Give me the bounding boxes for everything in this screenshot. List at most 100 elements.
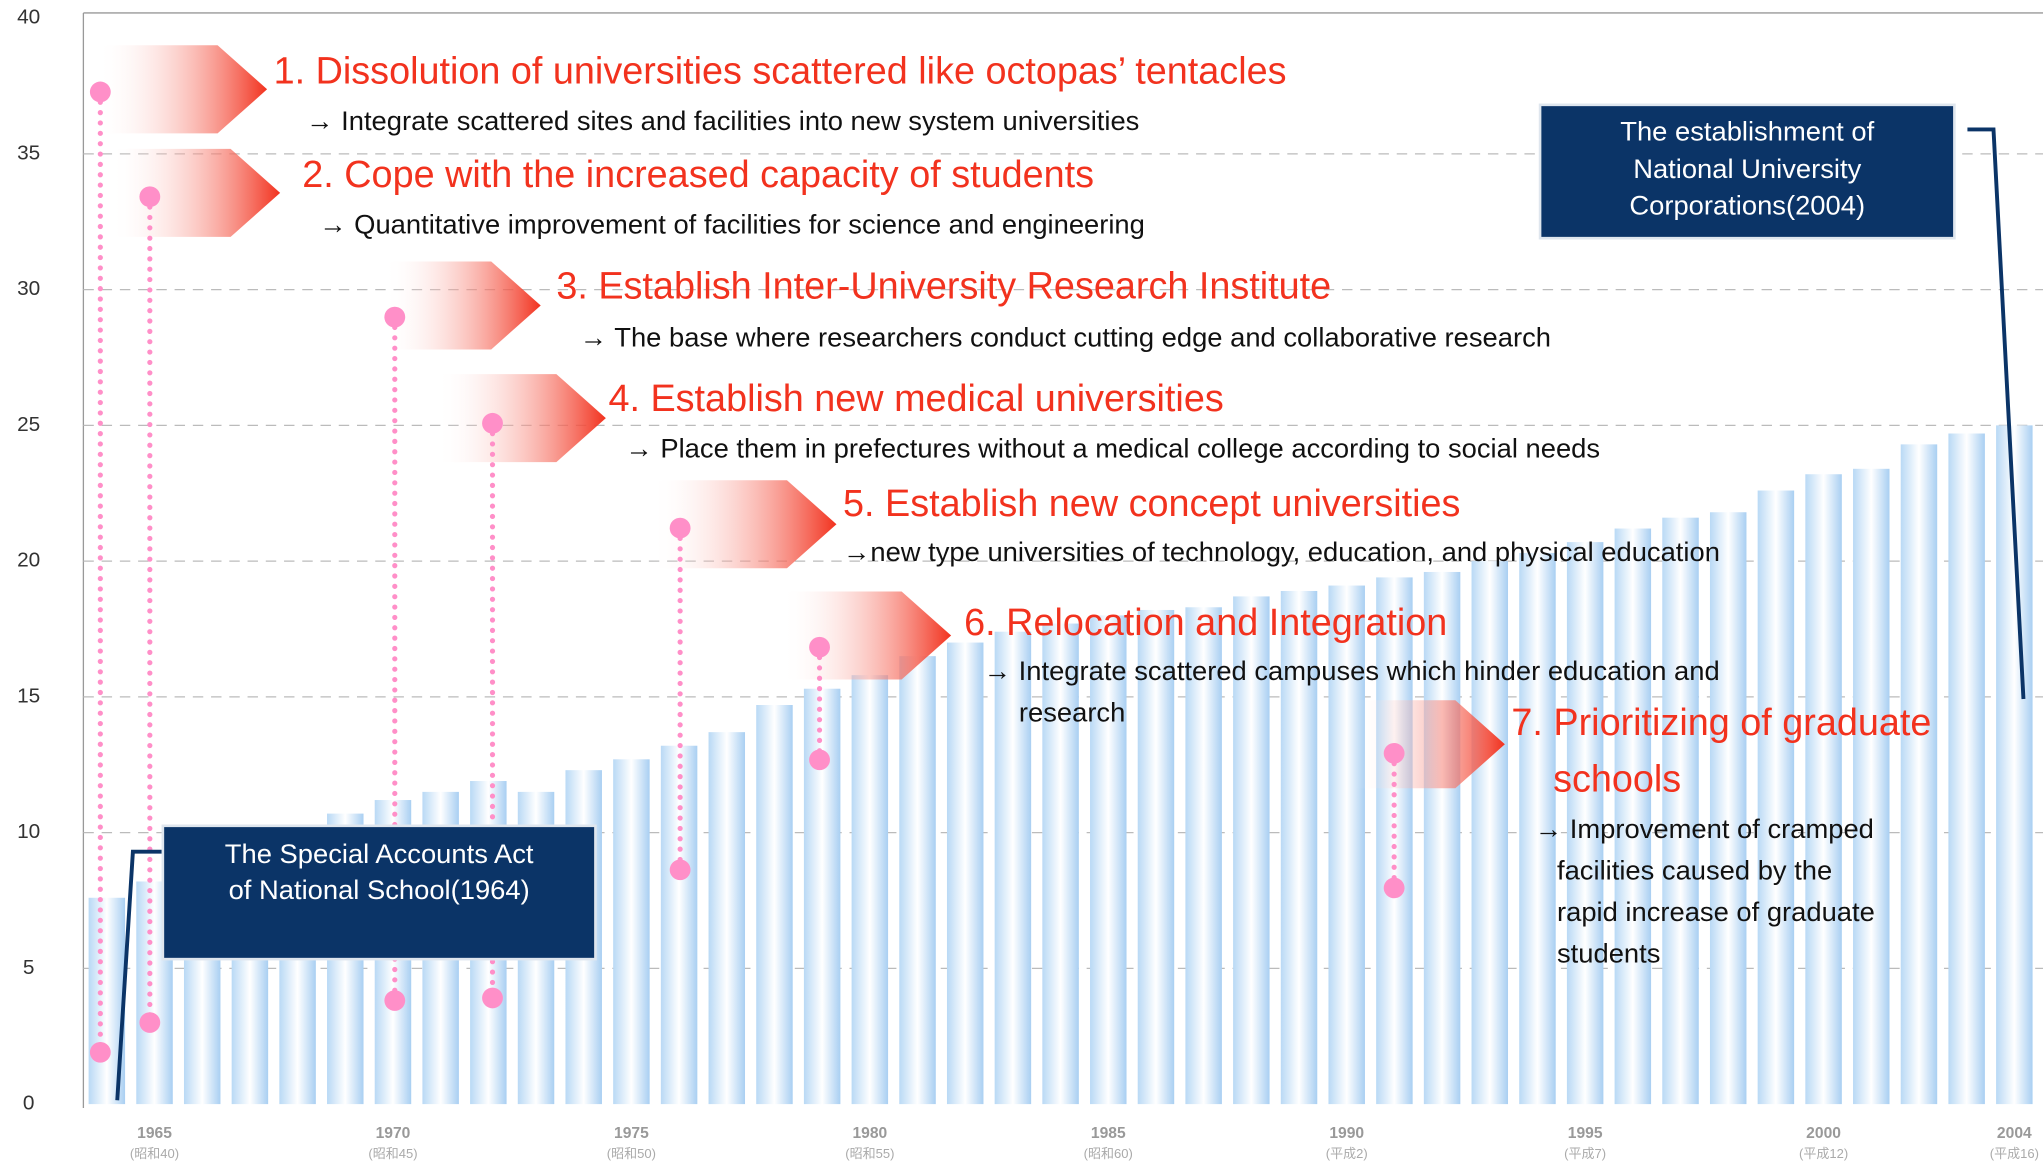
annotation-text: students xyxy=(1557,938,1660,969)
arrow xyxy=(781,591,952,680)
y-tick-label: 0 xyxy=(23,1092,35,1115)
note-text: of National School(1964) xyxy=(229,874,530,905)
x-tick-sublabel: (昭和55) xyxy=(845,1146,894,1161)
annotation-title: 2. Cope with the increased capacity of s… xyxy=(302,153,1094,195)
bar xyxy=(1137,609,1175,1105)
x-tick-sublabel: (平成16) xyxy=(1990,1146,2039,1161)
bar xyxy=(1185,607,1222,1105)
y-tick-label: 35 xyxy=(17,141,40,164)
y-tick-label: 10 xyxy=(17,820,40,843)
note-text: The Special Accounts Act xyxy=(225,838,534,869)
bar xyxy=(1376,577,1413,1105)
note-text: The establishment of xyxy=(1620,116,1874,147)
x-tick-sublabel: (昭和60) xyxy=(1084,1146,1133,1161)
dot xyxy=(482,987,503,1009)
x-tick-label: 2004 xyxy=(1997,1125,2032,1142)
x-tick-sublabel: (平成12) xyxy=(1799,1146,1848,1161)
annotation-title: 3. Establish Inter-University Research I… xyxy=(556,265,1331,307)
bar xyxy=(1948,433,1985,1105)
annotation-text: → Integrate scattered campuses which hin… xyxy=(984,655,1720,686)
y-tick-label: 40 xyxy=(17,6,40,29)
x-tick-sublabel: (平成2) xyxy=(1326,1146,1368,1161)
bar xyxy=(1757,490,1795,1105)
bar xyxy=(613,759,650,1105)
annotation-title: 4. Establish new medical universities xyxy=(608,377,1223,419)
x-tick-label: 1980 xyxy=(852,1125,887,1142)
y-tick-label: 5 xyxy=(23,956,35,979)
y-tick-label: 25 xyxy=(17,413,40,436)
bar xyxy=(1614,528,1652,1105)
bar xyxy=(946,642,984,1105)
bar xyxy=(1709,512,1747,1105)
dot xyxy=(384,306,406,328)
bar xyxy=(1805,474,1842,1105)
bar xyxy=(994,631,1032,1105)
dot xyxy=(139,186,161,208)
bar xyxy=(1900,444,1938,1105)
annotation-text: → Improvement of cramped xyxy=(1535,813,1874,844)
bar xyxy=(1471,561,1509,1105)
annotation-text: →new type universities of technology, ed… xyxy=(843,536,1720,567)
bar xyxy=(1423,571,1461,1105)
annotation-text: → Integrate scattered sites and faciliti… xyxy=(306,105,1139,136)
arrow xyxy=(384,261,541,350)
dot xyxy=(89,1041,111,1063)
x-tick-label: 2000 xyxy=(1806,1125,1841,1142)
note-box xyxy=(1538,103,1956,240)
arrow xyxy=(1355,700,1505,789)
bar xyxy=(1328,585,1365,1105)
dot xyxy=(1383,877,1405,899)
dot xyxy=(139,1012,161,1033)
arrow xyxy=(651,480,837,569)
x-tick-sublabel: (昭和40) xyxy=(130,1146,179,1161)
bar xyxy=(1853,468,1890,1105)
note-box xyxy=(161,824,597,961)
bar xyxy=(899,656,936,1105)
arrow xyxy=(436,374,606,463)
dot xyxy=(669,859,691,881)
dot xyxy=(1383,742,1405,764)
bar xyxy=(1566,542,1604,1105)
note-text: National University xyxy=(1633,153,1861,184)
x-tick-label: 1965 xyxy=(137,1125,172,1142)
x-tick-sublabel: (昭和50) xyxy=(607,1146,656,1161)
x-tick-label: 1975 xyxy=(614,1125,649,1142)
note-text: Corporations(2004) xyxy=(1629,189,1865,220)
annotation-title: 7. Prioritizing of graduate xyxy=(1511,701,1931,743)
bar xyxy=(1042,623,1079,1105)
bar xyxy=(1233,596,1270,1105)
y-tick-label: 15 xyxy=(17,684,40,707)
x-tick-label: 1995 xyxy=(1568,1125,1603,1142)
annotation-title: 5. Establish new concept universities xyxy=(843,482,1460,524)
connector xyxy=(1967,127,2026,700)
dot xyxy=(669,517,691,539)
bar xyxy=(756,705,793,1105)
bar xyxy=(1280,590,1318,1105)
bar xyxy=(851,675,889,1105)
dot xyxy=(809,749,830,771)
x-tick-label: 1990 xyxy=(1329,1125,1364,1142)
dot xyxy=(482,412,503,434)
bar xyxy=(1090,615,1127,1105)
dot xyxy=(809,636,830,658)
arrow xyxy=(97,45,268,134)
x-tick-sublabel: (昭和45) xyxy=(368,1146,417,1161)
annotation-text: → Place them in prefectures without a me… xyxy=(625,433,1600,464)
y-tick-label: 30 xyxy=(17,277,40,300)
dot xyxy=(384,990,406,1011)
annotation-text: research xyxy=(1019,697,1125,728)
x-tick-sublabel: (平成7) xyxy=(1564,1146,1606,1161)
annotation-text: → The base where researchers conduct cut… xyxy=(580,321,1551,352)
arrow xyxy=(110,148,281,237)
dot xyxy=(89,81,111,103)
x-tick-label: 1985 xyxy=(1091,1125,1126,1142)
connector xyxy=(115,849,163,1101)
x-tick-label: 1970 xyxy=(376,1125,411,1142)
bar xyxy=(708,732,746,1105)
annotation-title: schools xyxy=(1553,758,1681,800)
y-tick-label: 20 xyxy=(17,549,40,572)
annotation-text: rapid increase of graduate xyxy=(1557,896,1875,927)
annotation-text: → Quantitative improvement of facilities… xyxy=(319,209,1145,240)
annotation-text: facilities caused by the xyxy=(1557,855,1832,886)
